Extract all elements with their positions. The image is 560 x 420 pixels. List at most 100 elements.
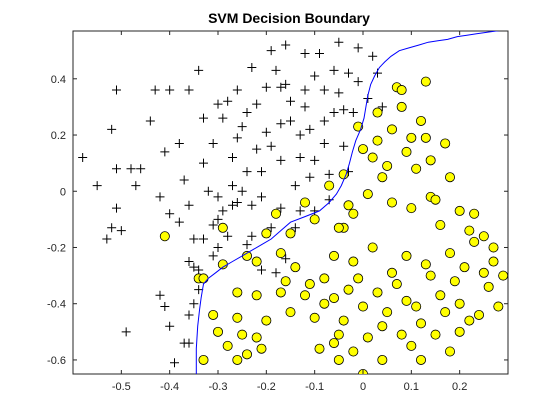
negative-point	[217, 222, 228, 233]
negative-point	[251, 332, 262, 343]
positive-point	[237, 122, 247, 132]
negative-point	[483, 281, 494, 292]
positive-point	[174, 138, 184, 148]
negative-point	[328, 293, 339, 304]
positive-point	[184, 257, 194, 267]
negative-point	[357, 301, 368, 312]
positive-point	[276, 119, 286, 129]
x-tick-label: -0.3	[209, 381, 228, 393]
positive-point	[319, 116, 329, 126]
positive-point	[286, 96, 295, 106]
positive-point	[300, 48, 310, 58]
positive-point	[112, 164, 121, 174]
positive-point	[319, 138, 329, 148]
negative-point	[232, 312, 243, 323]
positive-point	[213, 242, 223, 252]
positive-point	[276, 82, 286, 92]
negative-point	[362, 332, 373, 343]
positive-point	[305, 172, 315, 182]
positive-point	[300, 102, 310, 112]
positive-point	[92, 181, 102, 191]
positive-point	[377, 102, 387, 112]
positive-point	[334, 88, 344, 98]
negative-point	[377, 172, 388, 183]
x-tick-label: -0.1	[305, 381, 324, 393]
negative-point	[386, 267, 397, 278]
positive-point	[353, 43, 363, 53]
positive-point	[160, 147, 170, 157]
negative-point	[377, 321, 388, 332]
positive-point	[116, 226, 126, 236]
positive-point	[199, 158, 208, 168]
positive-point	[339, 141, 349, 151]
negative-point	[444, 248, 455, 259]
negative-point	[420, 76, 431, 87]
positive-point	[266, 141, 276, 151]
positive-point	[237, 186, 247, 196]
negative-point	[353, 273, 364, 284]
negative-point	[372, 135, 383, 146]
positive-point	[247, 200, 257, 210]
positive-point	[155, 192, 165, 202]
positive-point	[228, 200, 237, 210]
negative-point	[425, 270, 436, 281]
positive-point	[78, 153, 88, 163]
negative-point	[444, 172, 455, 183]
negative-point	[478, 231, 489, 242]
positive-point	[150, 85, 160, 95]
positive-point	[174, 217, 184, 227]
negative-point	[159, 231, 170, 242]
positive-point	[228, 181, 237, 191]
positive-point	[344, 68, 353, 78]
positive-point	[310, 206, 320, 216]
positive-point	[155, 290, 165, 300]
negative-point	[420, 132, 431, 143]
positive-point	[145, 116, 155, 126]
positive-point	[184, 310, 194, 320]
positive-point	[276, 203, 286, 213]
positive-point	[232, 133, 242, 143]
positive-point	[184, 200, 194, 210]
positive-point	[334, 37, 344, 47]
positive-point	[199, 113, 208, 123]
positive-point	[271, 268, 281, 278]
negative-point	[425, 155, 436, 166]
y-tick-label: 0	[60, 186, 66, 198]
negative-point	[401, 295, 412, 306]
negative-point	[338, 315, 349, 326]
negative-point	[314, 343, 325, 354]
positive-point	[353, 77, 363, 87]
negative-point	[488, 242, 499, 253]
positive-point	[228, 153, 237, 163]
negative-point	[440, 138, 451, 149]
negative-point	[396, 101, 407, 112]
negative-point	[198, 354, 209, 365]
negative-point	[299, 290, 310, 301]
negative-point	[232, 287, 243, 298]
negative-point	[430, 329, 441, 340]
x-tick-label: -0.5	[112, 381, 131, 393]
positive-point	[131, 181, 141, 191]
positive-point	[107, 223, 117, 233]
positive-point	[223, 96, 233, 106]
negative-point	[328, 250, 339, 261]
negative-point	[319, 273, 330, 284]
positive-point	[295, 130, 305, 140]
positive-point	[165, 85, 175, 95]
negative-point	[396, 329, 407, 340]
negative-point	[275, 287, 286, 298]
positive-point	[261, 127, 271, 137]
y-tick-label: -0.6	[47, 355, 66, 367]
positive-point	[329, 65, 339, 75]
positive-point	[199, 234, 208, 244]
x-tick-label: 0.1	[404, 381, 419, 393]
positive-point	[252, 144, 262, 154]
negative-point	[406, 340, 417, 351]
decision-boundary-line	[195, 31, 501, 374]
negative-point	[493, 301, 504, 312]
negative-point	[290, 262, 301, 273]
positive-point	[223, 231, 233, 241]
negative-markers	[159, 76, 508, 374]
negative-point	[328, 338, 339, 349]
